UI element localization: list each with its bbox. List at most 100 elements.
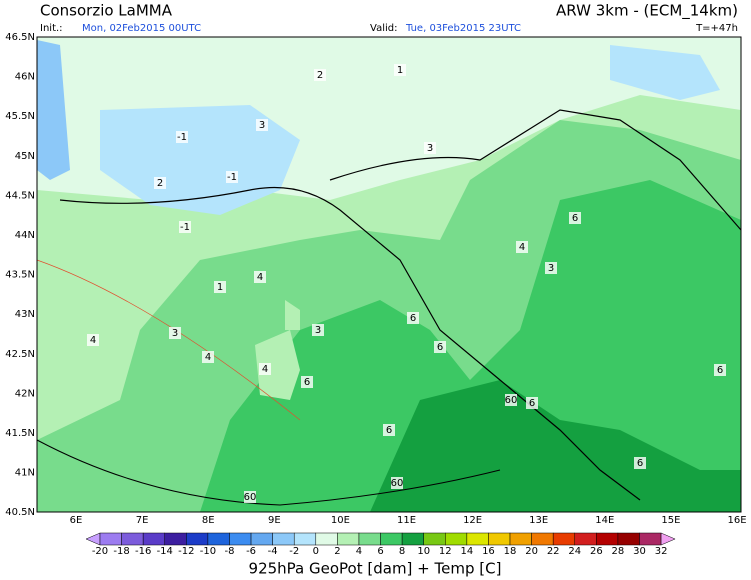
title: Consorzio LaMMA — [40, 2, 173, 20]
contour-label-box — [301, 376, 313, 388]
colorbar-label: 0 — [313, 546, 319, 557]
lon-label: 6E — [70, 515, 83, 526]
lon-label: 9E — [268, 515, 281, 526]
contour-label-box — [226, 171, 238, 183]
colorbar-box — [531, 532, 554, 546]
lon-label: 12E — [463, 515, 482, 526]
colorbar-label: -4 — [268, 546, 278, 557]
lon-label: 8E — [202, 515, 215, 526]
lead-time: T=+47h — [695, 23, 738, 34]
colorbar-box — [617, 532, 640, 546]
colorbar-label: -18 — [113, 546, 129, 557]
contour-label-box — [202, 351, 214, 363]
colorbar-label: -14 — [157, 546, 173, 557]
lat-label: 46N — [15, 72, 35, 83]
lat-label: 45.5N — [5, 111, 35, 122]
contour-label: 6 — [437, 342, 443, 353]
lon-label: 13E — [529, 515, 548, 526]
contour-label: 3 — [315, 325, 321, 336]
contour-label: 2 — [157, 178, 163, 189]
contour-label: 1 — [217, 282, 223, 293]
cold-nw — [37, 40, 70, 180]
contour-label: 60 — [505, 395, 518, 406]
init-time: Mon, 02Feb2015 00UTC — [82, 23, 201, 34]
coastline-adriatic — [329, 109, 742, 231]
colorbar-box — [639, 532, 662, 546]
colorbar-box — [229, 532, 252, 546]
lat-label: 45N — [15, 151, 35, 162]
colorbar-box — [445, 532, 468, 546]
contour-label: 6 — [304, 377, 310, 388]
lon-label: 15E — [661, 515, 680, 526]
colorbar-box — [401, 532, 424, 546]
lat-label: 42.5N — [5, 349, 35, 360]
contour-label-box — [154, 177, 166, 189]
contour-label-box — [391, 477, 403, 489]
contour-label: 6 — [410, 313, 416, 324]
lon-label: 11E — [397, 515, 416, 526]
lon-label: 14E — [595, 515, 614, 526]
colorbar-box — [315, 532, 338, 546]
contour-label-box — [714, 364, 726, 376]
contour-label-box — [407, 312, 419, 324]
colorbar-label: -2 — [289, 546, 299, 557]
colorbar-box — [488, 532, 511, 546]
colorbar-label: 16 — [482, 546, 495, 557]
colorbar-label: 8 — [399, 546, 405, 557]
contour-label-box — [259, 363, 271, 375]
contour-label: 4 — [90, 335, 96, 346]
contour-label: 6 — [529, 398, 535, 409]
colorbar-box — [552, 532, 576, 546]
lat-label: 41.5N — [5, 428, 35, 439]
contour-label-box — [254, 271, 266, 283]
geopotential-contour — [36, 439, 501, 506]
colorbar-box — [142, 532, 165, 546]
map-frame — [36, 36, 742, 513]
colorbar-label: 10 — [417, 546, 430, 557]
model: ARW 3km - (ECM_14km) — [556, 2, 738, 21]
contour-label: 1 — [397, 65, 403, 76]
footer: 925hPa GeoPot [dam] + Temp [C] — [249, 560, 502, 578]
contour-label: -1 — [227, 172, 237, 183]
po-valley-cold — [100, 105, 300, 215]
contour-label: 4 — [205, 352, 211, 363]
colorbar-label: -6 — [246, 546, 256, 557]
colorbar-box — [380, 532, 403, 546]
colorbar-label: 6 — [377, 546, 383, 557]
colorbar-box — [509, 532, 532, 546]
contour-label-box — [244, 491, 256, 503]
colorbar-end — [660, 532, 676, 546]
lon-label: 16E — [727, 515, 746, 526]
colorbar-label: -10 — [200, 546, 216, 557]
colorbar-label: 18 — [504, 546, 517, 557]
contour-label: -1 — [177, 132, 187, 143]
contour-label-box — [179, 221, 191, 233]
colorbar-box — [423, 532, 446, 546]
colorbar-box — [466, 532, 489, 546]
lat-label: 44N — [15, 230, 35, 241]
contour-label-box — [516, 241, 528, 253]
valid-time: Tue, 03Feb2015 23UTC — [405, 23, 521, 34]
contour-label-box — [169, 327, 181, 339]
contour-label-box — [634, 457, 646, 469]
colorbar-box — [596, 532, 619, 546]
init-label: Init.: — [40, 23, 63, 34]
lat-label: 43N — [15, 309, 35, 320]
colorbar-box — [358, 532, 381, 546]
colorbar-label: 26 — [590, 546, 603, 557]
colorbar-label: -16 — [135, 546, 151, 557]
cold-ne — [610, 45, 720, 100]
contour-label: 2 — [317, 70, 323, 81]
lat-label: 41N — [15, 468, 35, 479]
contour-label: 6 — [717, 365, 723, 376]
coastline — [59, 186, 641, 501]
contour-label: 3 — [427, 143, 433, 154]
colorbar-box — [121, 532, 144, 546]
colorbar-label: 12 — [439, 546, 452, 557]
contour-label: 60 — [391, 478, 404, 489]
contour-label-box — [314, 69, 326, 81]
contour-label: 4 — [519, 242, 525, 253]
lat-label: 42N — [15, 388, 35, 399]
temp-contour — [36, 259, 301, 421]
colorbar-label: 28 — [612, 546, 625, 557]
